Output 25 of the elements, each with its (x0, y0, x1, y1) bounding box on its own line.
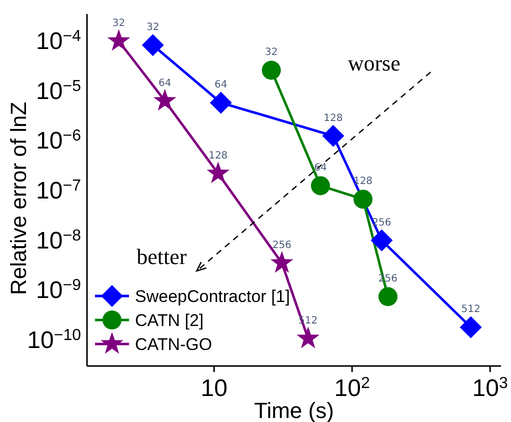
annotation: 32 (146, 22, 160, 34)
x-tick-label: 10$^{3}$ (472, 374, 508, 402)
legend-label: CATN-GO (135, 335, 212, 354)
annotation: 32 (112, 18, 126, 30)
annotation: 64 (214, 80, 228, 91)
x-tick-label: 10$^{2}$ (334, 374, 370, 402)
y-axis-title: Relative error of lnZ (6, 102, 31, 295)
annotation: 512 (461, 304, 480, 316)
x-tick-label: 10 (200, 375, 228, 402)
annotation: 128 (324, 112, 343, 124)
y-tick-label: 10$^{−6}$ (36, 127, 82, 155)
y-tick-label: 10$^{−9}$ (36, 276, 82, 304)
y-tick-label: 10$^{−7}$ (36, 177, 82, 205)
annotation: worse (348, 50, 400, 76)
annotation: 128 (208, 150, 228, 162)
annotation: better (136, 244, 188, 269)
y-tick-label: 10$^{−5}$ (36, 77, 82, 105)
y-tick-label: 10$^{−8}$ (36, 226, 82, 254)
annotation: 256 (272, 240, 292, 252)
y-tick-label: 10$^{−4}$ (36, 28, 82, 56)
annotation: 32 (264, 47, 278, 58)
legend-label: CATN [2] (135, 311, 204, 330)
annotation: 64 (158, 78, 172, 89)
legend-label: SweepContractor [1] (135, 287, 290, 306)
y-tick-label: 10$^{−10}$ (27, 326, 82, 354)
